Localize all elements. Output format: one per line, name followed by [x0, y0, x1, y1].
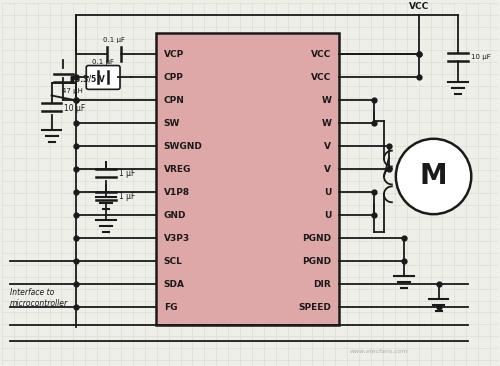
Text: 10 μF: 10 μF — [64, 104, 86, 113]
Text: 3.3/5 V: 3.3/5 V — [76, 74, 105, 83]
Text: V: V — [324, 165, 332, 174]
Text: M: M — [420, 163, 448, 190]
Text: PGND: PGND — [302, 257, 332, 266]
Text: www.elecfans.com: www.elecfans.com — [350, 349, 408, 354]
Text: U: U — [324, 211, 332, 220]
Text: SDA: SDA — [164, 280, 184, 289]
Text: SCL: SCL — [164, 257, 182, 266]
FancyBboxPatch shape — [86, 66, 120, 89]
Text: W: W — [322, 96, 332, 105]
Text: SW: SW — [164, 119, 180, 128]
Text: 0.1 μF: 0.1 μF — [92, 59, 114, 64]
Text: GND: GND — [164, 211, 186, 220]
Text: U: U — [324, 188, 332, 197]
Text: PGND: PGND — [302, 234, 332, 243]
Text: 0.1 μF: 0.1 μF — [103, 37, 125, 42]
Text: VCP: VCP — [164, 50, 184, 59]
Text: VCC: VCC — [311, 50, 332, 59]
Text: V: V — [324, 142, 332, 151]
Text: 10 μF: 10 μF — [472, 55, 491, 60]
Text: CPN: CPN — [164, 96, 184, 105]
Text: 1 μF: 1 μF — [119, 192, 136, 201]
Text: FG: FG — [164, 303, 177, 312]
Text: V3P3: V3P3 — [164, 234, 190, 243]
Text: VCC: VCC — [408, 2, 429, 11]
Text: 47 μH: 47 μH — [62, 87, 83, 94]
Text: VREG: VREG — [164, 165, 191, 174]
Text: VCC: VCC — [311, 73, 332, 82]
Text: SPEED: SPEED — [298, 303, 332, 312]
Text: 1 μF: 1 μF — [119, 169, 136, 178]
Circle shape — [396, 139, 471, 214]
Text: Interface to
microcontroller: Interface to microcontroller — [10, 288, 68, 308]
Text: W: W — [322, 119, 332, 128]
Bar — [156, 33, 340, 325]
Text: V1P8: V1P8 — [164, 188, 190, 197]
Text: DIR: DIR — [314, 280, 332, 289]
Text: SWGND: SWGND — [164, 142, 202, 151]
Text: CPP: CPP — [164, 73, 184, 82]
